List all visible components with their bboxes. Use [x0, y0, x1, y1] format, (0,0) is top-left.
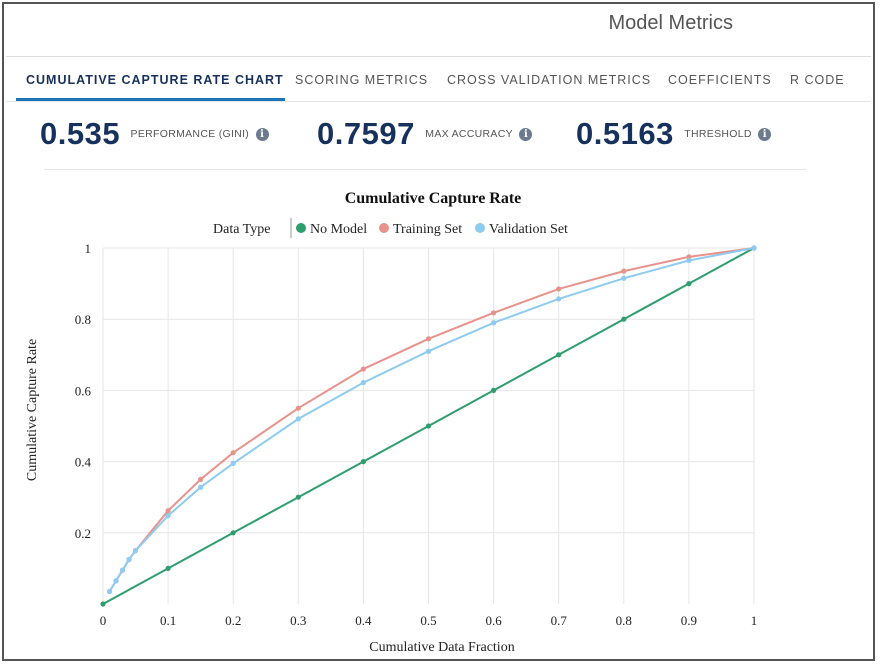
- x-tick-label: 0.8: [616, 613, 632, 628]
- metric-value: 0.535: [40, 116, 121, 151]
- page-title: Model Metrics: [608, 12, 733, 34]
- data-point[interactable]: [425, 348, 432, 354]
- metric-label: PERFORMANCE (GINI): [130, 128, 250, 140]
- data-point[interactable]: [491, 320, 497, 326]
- tab-scoring-metrics[interactable]: SCORING METRICS: [295, 73, 429, 87]
- tab-coefficients[interactable]: COEFFICIENTS: [668, 73, 772, 87]
- y-tick-label: 0.4: [75, 455, 92, 470]
- series-validation-set: [106, 245, 757, 595]
- x-tick-label: 1: [751, 613, 758, 628]
- data-point[interactable]: [556, 296, 562, 302]
- data-point[interactable]: [751, 245, 757, 251]
- y-tick-label: 0.6: [75, 383, 92, 398]
- x-tick-label: 0.9: [681, 613, 697, 628]
- legend-item[interactable]: Validation Set: [475, 222, 568, 237]
- metrics-divider: [44, 169, 806, 170]
- series-line: [108, 247, 755, 593]
- data-point[interactable]: [491, 387, 497, 393]
- y-tick-label: 1: [85, 241, 92, 256]
- legend-item[interactable]: Training Set: [379, 222, 462, 237]
- data-point[interactable]: [106, 588, 113, 595]
- y-axis-label: Cumulative Capture Rate: [25, 339, 40, 481]
- x-axis-label: Cumulative Data Fraction: [369, 640, 514, 655]
- chart-series: [100, 245, 757, 607]
- data-point[interactable]: [295, 494, 301, 500]
- metric-label: THRESHOLD: [684, 128, 752, 140]
- legend-swatch: [296, 223, 306, 233]
- x-tick-label: 0.7: [551, 613, 568, 628]
- metric-threshold: 0.5163 THRESHOLD i: [576, 116, 772, 156]
- metric-value: 0.7597: [317, 116, 415, 151]
- data-point[interactable]: [230, 460, 236, 466]
- x-tick-label: 0.5: [420, 613, 436, 628]
- series-training-set: [106, 245, 757, 595]
- legend-swatch: [475, 223, 485, 233]
- chart-title: Cumulative Capture Rate: [345, 190, 522, 207]
- data-point[interactable]: [119, 567, 126, 573]
- data-point[interactable]: [230, 530, 236, 536]
- data-point[interactable]: [113, 578, 119, 584]
- data-point[interactable]: [295, 416, 301, 422]
- series-line: [108, 247, 755, 593]
- metric-max-accuracy: 0.7597 MAX ACCURACY i: [317, 116, 533, 156]
- data-point[interactable]: [556, 352, 562, 358]
- tabs-divider: [6, 101, 871, 102]
- metric-value: 0.5163: [576, 116, 674, 151]
- legend-label: Training Set: [393, 222, 462, 237]
- data-point[interactable]: [132, 548, 139, 554]
- active-tab-indicator: [16, 98, 285, 101]
- data-point[interactable]: [360, 459, 366, 465]
- data-point[interactable]: [686, 281, 692, 287]
- info-icon[interactable]: i: [519, 127, 533, 141]
- data-point[interactable]: [360, 379, 366, 386]
- metric-label: MAX ACCURACY: [425, 128, 513, 140]
- data-point[interactable]: [165, 565, 171, 572]
- y-tick-label: 0.8: [75, 312, 91, 327]
- data-point[interactable]: [165, 508, 171, 514]
- data-point[interactable]: [621, 268, 627, 274]
- data-point[interactable]: [126, 556, 132, 563]
- data-point[interactable]: [686, 254, 692, 260]
- tab-r-code[interactable]: R CODE: [790, 73, 845, 87]
- data-point[interactable]: [425, 423, 432, 429]
- data-point[interactable]: [165, 513, 171, 519]
- legend-label: Validation Set: [489, 222, 568, 237]
- x-tick-label: 0.4: [355, 613, 372, 628]
- tab-cross-validation-metrics[interactable]: CROSS VALIDATION METRICS: [447, 73, 652, 87]
- header-divider: [6, 56, 871, 57]
- info-icon[interactable]: i: [758, 127, 772, 141]
- data-point[interactable]: [686, 257, 692, 264]
- data-point[interactable]: [100, 601, 106, 607]
- data-point[interactable]: [621, 316, 627, 322]
- data-point[interactable]: [198, 476, 204, 482]
- legend-item[interactable]: No Model: [296, 222, 367, 237]
- data-point[interactable]: [198, 484, 204, 490]
- legend-swatch: [379, 223, 389, 233]
- chart-legend: Data Type No Model Training Set Validation…: [213, 218, 568, 238]
- tab-cumulative-capture-rate-chart[interactable]: CUMULATIVE CAPTURE RATE CHART: [26, 73, 284, 87]
- data-point[interactable]: [556, 286, 562, 292]
- data-point[interactable]: [230, 450, 236, 456]
- app-frame: Model Metrics CUMULATIVE CAPTURE RATE CH…: [2, 2, 875, 661]
- data-point[interactable]: [360, 366, 366, 372]
- x-tick-label: 0.1: [160, 613, 176, 628]
- x-tick-label: 0: [100, 613, 107, 628]
- chart-grid: [102, 247, 755, 604]
- series-no-model: [100, 245, 757, 607]
- y-tick-label: 0.2: [75, 526, 91, 541]
- chart-ticks: 0 0.1 0.2 0.3 0.4 0.5 0.6 0.7 0.8 0.9 1 0.2 0.4 0.6 0.…: [75, 241, 758, 628]
- legend-label: No Model: [310, 222, 367, 237]
- data-point[interactable]: [425, 336, 432, 342]
- data-point[interactable]: [621, 275, 627, 281]
- info-icon[interactable]: i: [255, 127, 269, 141]
- x-tick-label: 0.3: [290, 613, 306, 628]
- data-point[interactable]: [295, 405, 301, 411]
- x-tick-label: 0.2: [225, 613, 241, 628]
- metric-performance-gini: 0.535 PERFORMANCE (GINI) i: [40, 116, 269, 156]
- data-point[interactable]: [491, 310, 497, 316]
- x-tick-label: 0.6: [485, 613, 502, 628]
- legend-title: Data Type: [213, 222, 270, 237]
